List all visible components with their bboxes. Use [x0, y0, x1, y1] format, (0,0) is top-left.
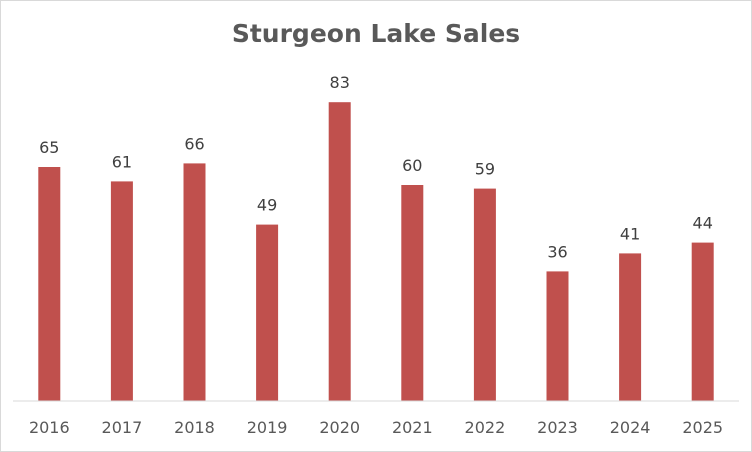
chart-title: Sturgeon Lake Sales — [231, 19, 521, 48]
x-tick-2025: 2025 — [682, 418, 723, 437]
bar-2025 — [691, 242, 714, 401]
bar-2020 — [328, 102, 351, 401]
bar-2021 — [401, 185, 424, 401]
data-label-2017: 61 — [112, 152, 132, 171]
x-tick-2016: 2016 — [29, 418, 70, 437]
bar-2017 — [110, 181, 133, 401]
data-label-2018: 66 — [184, 134, 204, 153]
x-tick-2023: 2023 — [537, 418, 578, 437]
data-label-2024: 41 — [620, 224, 640, 243]
data-label-2019: 49 — [257, 196, 277, 215]
data-labels-group: 65 61 66 49 83 60 59 36 41 44 — [39, 73, 713, 261]
data-label-2021: 60 — [402, 156, 422, 175]
x-tick-2017: 2017 — [102, 418, 143, 437]
data-label-2020: 83 — [330, 73, 350, 92]
data-label-2025: 44 — [693, 214, 713, 233]
x-tick-2019: 2019 — [247, 418, 288, 437]
data-label-2023: 36 — [547, 242, 567, 261]
x-tick-2022: 2022 — [465, 418, 506, 437]
bar-2018 — [183, 163, 206, 401]
x-tick-labels-group: 2016 2017 2018 2019 2020 2021 2022 2023 2024 2025 — [29, 418, 723, 437]
bar-2023 — [546, 271, 569, 401]
data-label-2022: 59 — [475, 160, 495, 179]
x-tick-2021: 2021 — [392, 418, 433, 437]
bar-2019 — [256, 224, 279, 401]
x-tick-2018: 2018 — [174, 418, 215, 437]
data-label-2016: 65 — [39, 138, 59, 157]
x-tick-2024: 2024 — [610, 418, 651, 437]
bars-group — [38, 102, 714, 401]
bar-2022 — [473, 188, 496, 401]
x-tick-2020: 2020 — [319, 418, 360, 437]
bar-2024 — [619, 253, 642, 401]
bar-2016 — [38, 167, 61, 401]
